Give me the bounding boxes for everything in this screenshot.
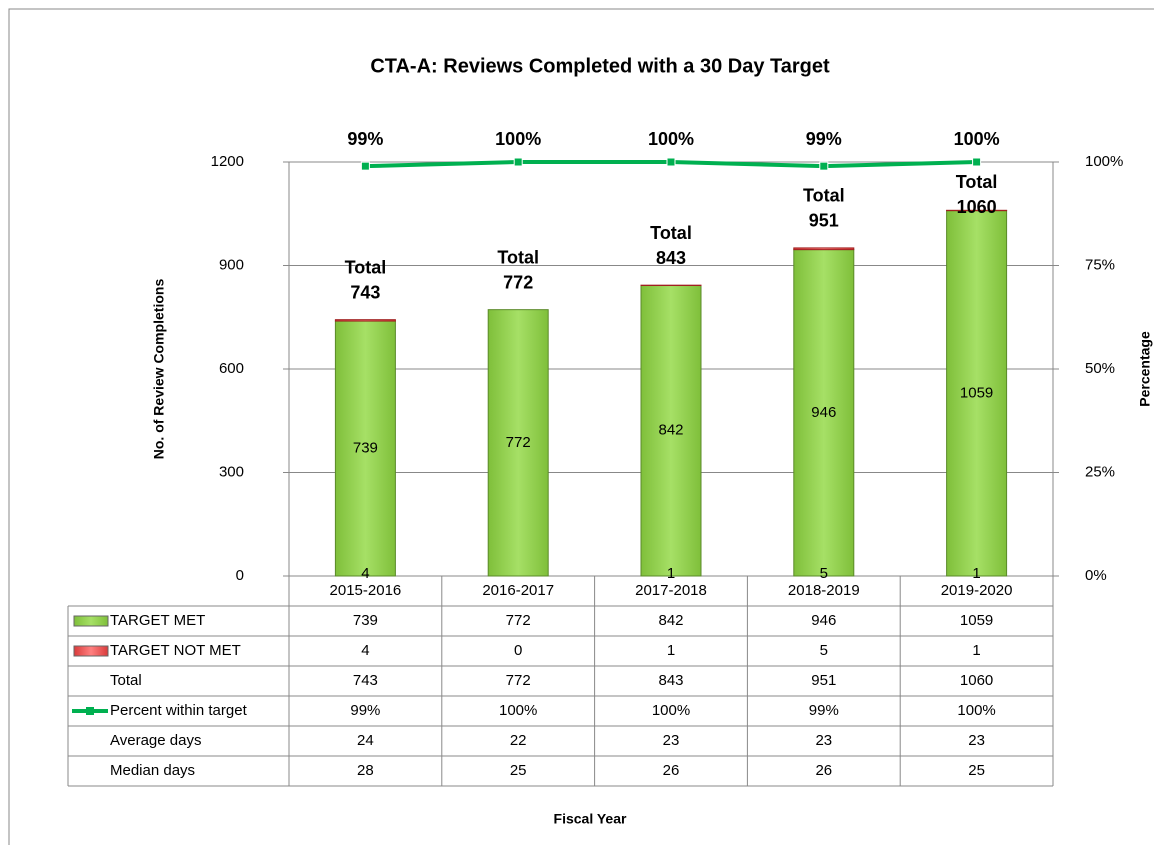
table-cell: 26 — [663, 762, 680, 779]
table-cell: 23 — [663, 732, 680, 749]
chart-title: CTA-A: Reviews Completed with a 30 Day T… — [370, 55, 830, 77]
x-tick-label: 2015-2016 — [330, 582, 402, 599]
table-cell: 25 — [510, 762, 527, 779]
x-tick-label: 2016-2017 — [482, 582, 554, 599]
total-value-label: 772 — [503, 272, 533, 292]
table-cell: 842 — [658, 612, 683, 629]
table-cell: 739 — [353, 612, 378, 629]
total-name-label: Total — [956, 172, 998, 192]
y2-tick-label: 0% — [1085, 567, 1107, 584]
table-cell: 22 — [510, 732, 527, 749]
y-tick-label: 900 — [219, 256, 244, 273]
bar-value-label: 1 — [667, 565, 675, 582]
frame — [8, 8, 1154, 845]
table-cell: 23 — [968, 732, 985, 749]
bar-value-label: 4 — [361, 565, 369, 582]
legend-key-marker — [86, 707, 94, 715]
x-axis-title: Fiscal Year — [554, 811, 627, 827]
bar-value-label: 739 — [353, 439, 378, 456]
table-row-label: Total — [110, 672, 142, 689]
total-name-label: Total — [345, 257, 387, 277]
percent-marker — [819, 161, 829, 171]
x-tick-label: 2019-2020 — [941, 582, 1013, 599]
bar-value-label: 842 — [658, 422, 683, 439]
table-cell: 5 — [820, 642, 828, 659]
table-row-label: Average days — [110, 732, 201, 749]
table-cell: 26 — [815, 762, 832, 779]
x-tick-label: 2018-2019 — [788, 582, 860, 599]
table-row-label: TARGET MET — [110, 612, 205, 629]
y2-tick-label: 50% — [1085, 360, 1115, 377]
table-cell: 100% — [957, 702, 995, 719]
total-value-label: 1060 — [957, 197, 997, 217]
percent-label: 100% — [495, 129, 541, 149]
x-tick-label: 2017-2018 — [635, 582, 707, 599]
total-value-label: 743 — [350, 282, 380, 302]
table-cell: 100% — [652, 702, 690, 719]
y2-tick-label: 100% — [1085, 153, 1123, 170]
legend-key — [73, 615, 109, 627]
percent-marker — [972, 157, 982, 167]
bar-value-label: 1059 — [960, 384, 993, 401]
y-tick-label: 1200 — [211, 153, 244, 170]
bar-target-met — [487, 309, 549, 577]
percent-label: 100% — [648, 129, 694, 149]
bar-target-met — [946, 210, 1008, 577]
y-axis-title: No. of Review Completions — [151, 279, 167, 460]
percent-marker — [666, 157, 676, 167]
table-cell: 772 — [506, 612, 531, 629]
bar-value-label: 5 — [820, 565, 828, 582]
bar-value-label: 946 — [811, 404, 836, 421]
y-tick-label: 300 — [219, 463, 244, 480]
table-cell: 743 — [353, 672, 378, 689]
bar-target-met — [793, 249, 855, 577]
table-cell: 772 — [506, 672, 531, 689]
percent-marker — [513, 157, 523, 167]
table-cell: 951 — [811, 672, 836, 689]
table-cell: 0 — [514, 642, 522, 659]
percent-label: 99% — [806, 129, 842, 149]
table-cell: 28 — [357, 762, 374, 779]
total-name-label: Total — [803, 186, 845, 206]
y-tick-label: 0 — [236, 567, 244, 584]
y2-tick-label: 25% — [1085, 463, 1115, 480]
total-name-label: Total — [650, 223, 692, 243]
percent-label: 100% — [954, 129, 1000, 149]
table-cell: 946 — [811, 612, 836, 629]
table-cell: 100% — [499, 702, 537, 719]
bar-value-label: 1 — [972, 565, 980, 582]
table-cell: 25 — [968, 762, 985, 779]
total-value-label: 951 — [809, 211, 839, 231]
table-cell: 99% — [350, 702, 380, 719]
table-cell: 24 — [357, 732, 374, 749]
table-cell: 843 — [658, 672, 683, 689]
bar-value-label: 772 — [506, 434, 531, 451]
table-cell: 1059 — [960, 612, 993, 629]
legend-key — [73, 645, 109, 657]
total-value-label: 843 — [656, 248, 686, 268]
total-name-label: Total — [497, 247, 539, 267]
table-row-label: TARGET NOT MET — [110, 642, 241, 659]
table-cell: 1060 — [960, 672, 993, 689]
table-cell: 4 — [361, 642, 369, 659]
bar-target-not-met — [793, 247, 855, 251]
table-cell: 23 — [815, 732, 832, 749]
table-cell: 99% — [809, 702, 839, 719]
y2-tick-label: 75% — [1085, 256, 1115, 273]
y-tick-label: 600 — [219, 360, 244, 377]
percent-label: 99% — [347, 129, 383, 149]
percent-marker — [360, 161, 370, 171]
table-row-label: Percent within target — [110, 702, 248, 719]
bar-target-not-met — [334, 319, 396, 322]
table-cell: 1 — [667, 642, 675, 659]
table-cell: 1 — [972, 642, 980, 659]
y2-axis-title: Percentage — [1137, 331, 1153, 407]
table-row-label: Median days — [110, 762, 195, 779]
